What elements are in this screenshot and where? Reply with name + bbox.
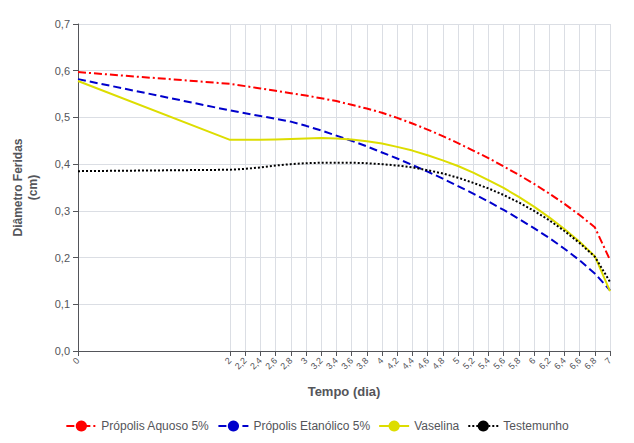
svg-text:5: 5	[450, 355, 462, 367]
svg-text:4: 4	[374, 355, 386, 367]
svg-text:0,4: 0,4	[55, 158, 70, 170]
svg-text:Diâmetro Feridas: Diâmetro Feridas	[11, 138, 25, 236]
svg-text:Própolis Aquoso 5%: Própolis Aquoso 5%	[101, 419, 209, 433]
svg-text:6,4: 6,4	[552, 355, 568, 371]
svg-text:(cm): (cm)	[26, 175, 40, 200]
svg-text:Vaselina: Vaselina	[414, 419, 459, 433]
svg-text:3: 3	[298, 355, 310, 367]
svg-text:3,2: 3,2	[309, 355, 325, 371]
svg-text:Tempo (dia): Tempo (dia)	[308, 384, 381, 399]
svg-text:0,5: 0,5	[55, 111, 70, 123]
svg-text:5,4: 5,4	[476, 355, 492, 371]
svg-text:2,8: 2,8	[278, 355, 294, 371]
svg-text:4,6: 4,6	[415, 355, 431, 371]
svg-text:Própolis Etanólico 5%: Própolis Etanólico 5%	[253, 419, 370, 433]
svg-text:2,2: 2,2	[233, 355, 249, 371]
svg-text:3,8: 3,8	[354, 355, 370, 371]
svg-text:2: 2	[222, 355, 234, 367]
svg-text:0,2: 0,2	[55, 252, 70, 264]
svg-text:4,8: 4,8	[430, 355, 446, 371]
svg-text:2,4: 2,4	[248, 355, 264, 371]
svg-text:0,6: 0,6	[55, 65, 70, 77]
svg-text:5,8: 5,8	[506, 355, 522, 371]
svg-text:0,0: 0,0	[55, 345, 70, 357]
svg-text:Testemunho: Testemunho	[503, 419, 569, 433]
svg-text:0,3: 0,3	[55, 205, 70, 217]
svg-text:6,2: 6,2	[537, 355, 553, 371]
svg-text:4,2: 4,2	[385, 355, 401, 371]
svg-text:0,7: 0,7	[55, 18, 70, 30]
svg-text:6: 6	[526, 355, 538, 367]
svg-text:5,2: 5,2	[461, 355, 477, 371]
svg-text:4,4: 4,4	[400, 355, 416, 371]
svg-text:6,6: 6,6	[567, 355, 583, 371]
svg-text:6,8: 6,8	[582, 355, 598, 371]
svg-text:2,6: 2,6	[263, 355, 279, 371]
svg-text:3,6: 3,6	[339, 355, 355, 371]
svg-text:5,6: 5,6	[491, 355, 507, 371]
svg-text:3,4: 3,4	[324, 355, 340, 371]
svg-text:7: 7	[603, 355, 614, 366]
svg-text:0: 0	[71, 355, 82, 366]
svg-text:0,1: 0,1	[55, 298, 70, 310]
